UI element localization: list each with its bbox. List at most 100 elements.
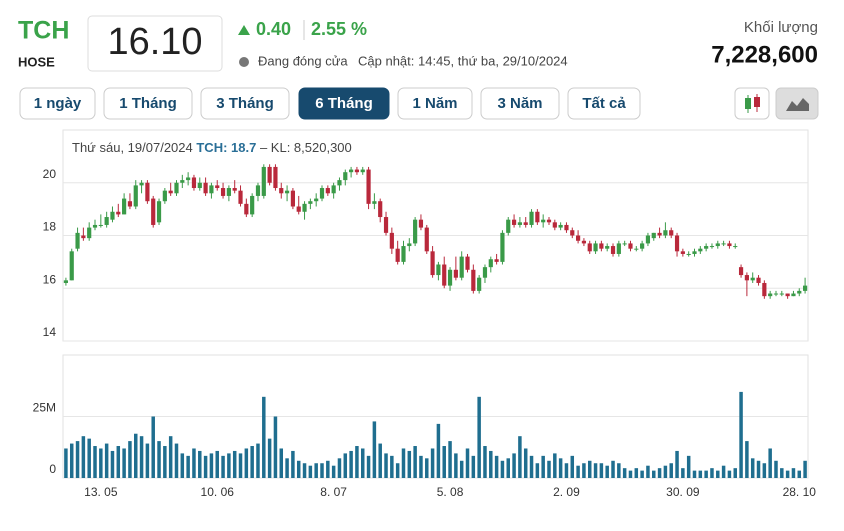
tab[interactable]: 6 Tháng (298, 87, 390, 120)
volume-bar (430, 448, 435, 478)
candle-body (564, 224, 569, 231)
tab-button[interactable] (200, 87, 290, 120)
volume-bar (244, 448, 249, 478)
volume-bar (343, 453, 348, 478)
volume-bar (762, 463, 767, 478)
candle-body (279, 188, 284, 194)
change-pct: 2.55 % (311, 19, 367, 39)
volume-bar (791, 468, 796, 478)
candle-body (645, 235, 651, 244)
tooltip-volume: – KL: 8,520,300 (260, 140, 352, 155)
tab-label[interactable]: 1 Năm (412, 95, 457, 112)
tab-label[interactable]: 1 Tháng (119, 95, 177, 112)
candle-body (599, 243, 604, 249)
tab[interactable]: 1 ngày (19, 87, 96, 120)
candle-body (453, 269, 458, 278)
tab-button[interactable] (567, 87, 641, 120)
candle-body (669, 230, 674, 236)
y-tick-label: 14 (43, 325, 57, 339)
candle-body (314, 198, 319, 202)
volume-bar (215, 450, 219, 478)
volume-bar (587, 460, 592, 478)
volume-bar (611, 460, 615, 478)
tab-label[interactable]: 1 ngày (34, 95, 82, 112)
candle-body (605, 246, 610, 249)
volume-bar (774, 460, 778, 478)
candle-body (773, 293, 779, 295)
tooltip-price: TCH: 18.7 (196, 140, 256, 155)
volume-bar (489, 450, 493, 478)
tab-button[interactable] (103, 87, 193, 120)
candle-toggle[interactable] (734, 87, 770, 120)
candle-body (791, 293, 796, 297)
volume-bar (436, 423, 441, 478)
tab-button[interactable] (19, 87, 96, 120)
button[interactable] (734, 87, 770, 120)
candle-body (628, 243, 633, 249)
volume-bar (291, 450, 295, 478)
candle-body (261, 166, 266, 196)
tab-label[interactable]: 6 Tháng (315, 95, 373, 112)
volume-bar (372, 421, 377, 478)
volume-bar (500, 460, 505, 478)
candle-body (471, 269, 476, 291)
tab-button[interactable] (397, 87, 473, 120)
volume-bar (780, 468, 784, 478)
volume-bar (384, 453, 388, 478)
candle-body (156, 201, 162, 223)
candle-body (610, 246, 616, 254)
candle-body (674, 235, 680, 252)
candle-body (686, 253, 691, 255)
volume-bar (640, 470, 644, 478)
candle-body (477, 277, 482, 291)
y-tick-label: 18 (43, 220, 57, 234)
candle-body (744, 275, 749, 281)
volume-bar (285, 458, 289, 478)
volume-bar (599, 463, 604, 478)
tooltip: Thứ sáu, 19/07/2024 TCH: 18.7 – KL: 8,52… (72, 140, 352, 155)
candle-body (360, 169, 365, 173)
tab-label[interactable]: 3 Tháng (216, 95, 274, 112)
candle-body (145, 182, 150, 202)
tab[interactable]: 3 Năm (480, 87, 560, 120)
volume-bar (529, 455, 534, 478)
up-arrow (238, 25, 250, 35)
candle-body (424, 227, 429, 252)
x-tick-label: 30. 09 (666, 485, 700, 499)
candle-body (442, 264, 447, 286)
volume-bar (448, 441, 452, 478)
volume-bar (785, 470, 790, 478)
candle-body (616, 243, 621, 254)
button[interactable] (775, 87, 819, 120)
candle-body (529, 211, 534, 225)
candle-body (209, 185, 214, 194)
volume-bar (64, 448, 68, 478)
volume-bar (494, 455, 499, 478)
candle-body (593, 243, 598, 252)
candle-body (488, 259, 493, 268)
tab[interactable]: 1 Tháng (103, 87, 193, 120)
tab-label[interactable]: 3 Năm (497, 95, 542, 112)
volume-bar (698, 470, 703, 478)
volume-bar (69, 443, 74, 478)
candle-body (63, 280, 69, 283)
volume-bar (157, 441, 161, 478)
volume-bar (110, 450, 115, 478)
volume-bar (570, 455, 575, 478)
volume-bar (797, 470, 802, 478)
tab-button[interactable] (298, 87, 390, 120)
candle-body (779, 293, 784, 295)
volume-bar (617, 463, 621, 478)
candle-body (692, 251, 697, 254)
candle-body (226, 188, 231, 196)
tab[interactable]: Tất cả (567, 87, 641, 120)
candle-body (430, 251, 435, 276)
tab[interactable]: 1 Năm (397, 87, 473, 120)
tab[interactable]: 3 Tháng (200, 87, 290, 120)
tab-label[interactable]: Tất cả (582, 95, 626, 112)
area-toggle[interactable] (775, 87, 819, 120)
volume-bar (116, 446, 121, 478)
volume-bar (134, 433, 138, 478)
tab-button[interactable] (480, 87, 560, 120)
candle-body (325, 188, 330, 194)
